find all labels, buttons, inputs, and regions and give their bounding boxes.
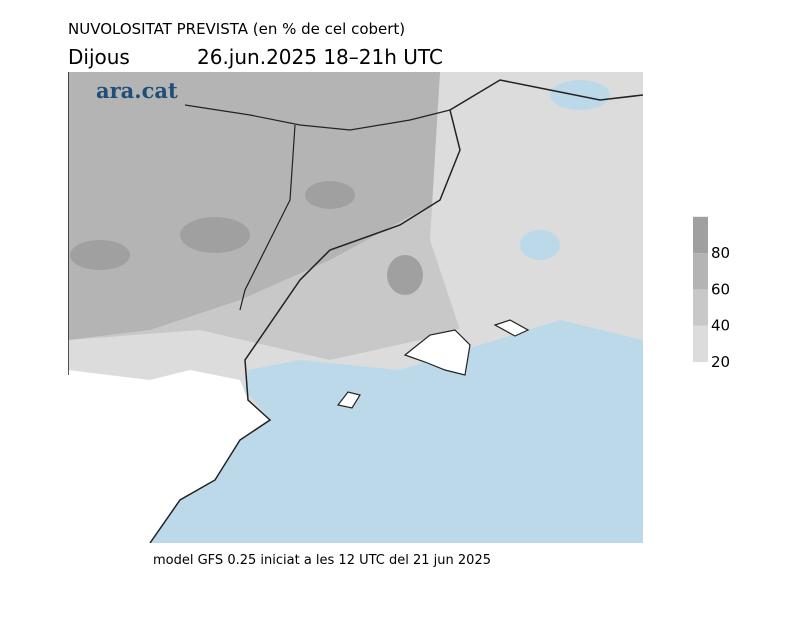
legend-tick-label: 80	[711, 244, 730, 262]
day: Dijous	[68, 45, 130, 69]
island-eivissa	[336, 391, 361, 409]
coastline	[68, 72, 643, 543]
sea	[150, 320, 643, 543]
legend-swatch	[693, 253, 708, 290]
cloud-patch	[387, 255, 423, 295]
cloud-area	[430, 72, 643, 380]
legend-tick-label: 20	[711, 353, 730, 371]
footer: model GFS 0.25 iniciat a les 12 UTC del …	[153, 553, 491, 568]
legend-swatch	[693, 325, 708, 362]
map: ara.cat	[68, 72, 643, 543]
title: NUVOLOSITAT PREVISTA (en % de cel cobert…	[68, 20, 405, 38]
cloud-area	[68, 72, 460, 340]
land-clear	[68, 370, 270, 543]
border	[184, 104, 451, 311]
legend: 20 40 60 80	[693, 216, 730, 371]
clear-sky	[520, 230, 560, 260]
cloud-patch	[305, 181, 355, 209]
legend-tick-label: 40	[711, 317, 730, 335]
cloud-patch	[180, 217, 250, 253]
legend-tick-label: 60	[711, 280, 730, 298]
cloud-patch	[70, 240, 130, 270]
legend-swatch	[693, 216, 708, 254]
legend-swatch	[693, 289, 708, 326]
clear-sky	[550, 80, 610, 110]
logo: ara.cat	[96, 78, 178, 103]
island-mallorca	[403, 329, 471, 376]
valid-time: 26.jun.2025 18–21h UTC	[197, 45, 443, 69]
island-menorca	[493, 319, 530, 337]
